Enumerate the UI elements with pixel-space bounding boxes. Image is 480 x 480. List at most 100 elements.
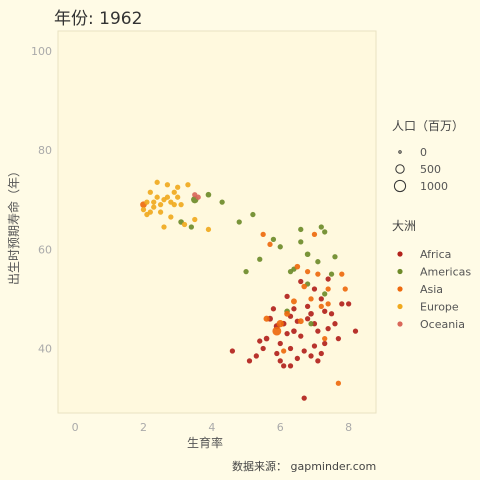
data-point-africa [230,348,235,353]
data-point-africa [315,329,320,334]
color-legend-label: Asia [420,283,443,296]
data-point-americas [206,192,212,198]
size-legend-key [396,165,404,173]
data-point-asia [336,381,341,386]
data-point-europe [151,200,156,205]
data-point-europe [178,202,183,207]
x-axis-title: 生育率 [187,435,223,450]
data-point-africa [336,336,341,341]
data-point-oceania [196,195,201,200]
data-point-africa [264,336,270,342]
size-legend-key [394,180,405,191]
data-point-asia [312,232,317,237]
data-point-americas [322,291,327,296]
data-point-africa [254,353,259,358]
color-legend: Africa Americas Asia Europe Oceania [397,248,471,331]
data-point-asia [319,304,324,309]
data-point-africa [257,338,262,343]
data-point-asia [343,286,348,291]
data-point-europe [175,195,180,200]
data-point-africa [353,329,358,334]
data-point-asia [267,242,272,247]
data-point-americas [329,271,334,276]
data-point-africa [329,311,334,316]
data-point-americas [257,257,262,262]
data-point-americas [278,244,283,249]
data-point-americas [308,321,313,326]
data-point-africa [305,316,310,321]
data-point-americas [189,224,194,229]
data-point-europe [155,180,160,185]
data-point-asia [325,301,330,306]
data-point-europe [144,200,149,205]
data-point-africa [339,301,344,306]
data-point-americas [332,254,337,259]
data-point-africa [288,346,293,351]
data-point-africa [319,351,324,356]
data-point-asia [339,271,344,276]
data-point-africa [278,358,283,363]
data-point-africa [315,358,320,363]
data-point-europe [185,182,190,187]
data-point-americas [298,239,303,244]
data-point-asia [277,320,284,327]
x-tick-label: 6 [277,421,284,434]
color-legend-label: Africa [420,248,451,261]
data-point-asia [325,286,330,291]
data-point-africa [274,351,279,356]
data-point-africa [346,301,351,306]
data-point-europe [172,190,177,195]
data-point-africa [291,306,296,311]
data-point-americas [315,259,320,264]
data-point-americas [305,251,311,257]
data-point-africa [308,353,313,358]
color-legend-label: Oceania [420,318,465,331]
data-point-asia [298,318,304,324]
size-legend-label: 500 [420,163,441,176]
x-tick-label: 8 [345,421,352,434]
data-point-americas [237,219,242,224]
data-point-americas [243,269,248,274]
data-point-africa [247,358,252,363]
data-point-africa [302,348,307,353]
size-legend-title: 人口（百万） [392,119,464,133]
data-point-europe [144,212,149,217]
data-point-americas [288,269,293,274]
data-point-europe [158,202,163,207]
x-axis-ticks: 02468 [72,421,353,434]
color-legend-key-europe [397,304,402,309]
data-point-asia [295,264,301,270]
data-point-americas [319,224,324,229]
y-tick-label: 60 [38,243,52,256]
data-point-africa [261,346,266,351]
x-tick-label: 4 [208,421,215,434]
data-point-europe [158,209,163,214]
data-point-asia [308,296,313,301]
plot-panel [58,31,376,413]
data-point-africa [291,328,297,334]
data-point-africa [284,331,289,336]
data-point-americas [322,229,327,234]
size-legend-key [399,151,401,153]
data-point-africa [281,363,286,368]
data-point-europe [206,227,211,232]
data-point-africa [298,279,303,284]
data-point-europe [141,207,146,212]
data-point-africa [322,341,327,346]
data-point-africa [295,356,300,361]
color-legend-key-americas [397,269,402,274]
data-point-africa [288,363,293,368]
data-point-africa [308,311,314,317]
data-point-asia [272,327,281,336]
size-legend-label: 0 [420,146,427,159]
data-point-asia [261,232,266,237]
data-point-asia [301,284,307,290]
data-point-asia [315,271,320,276]
data-point-europe [175,185,180,190]
color-legend-key-asia [397,286,402,291]
color-legend-key-africa [397,251,402,256]
data-point-europe [148,190,153,195]
data-point-europe [165,182,170,187]
data-point-africa [305,304,310,309]
data-point-europe [168,214,173,219]
